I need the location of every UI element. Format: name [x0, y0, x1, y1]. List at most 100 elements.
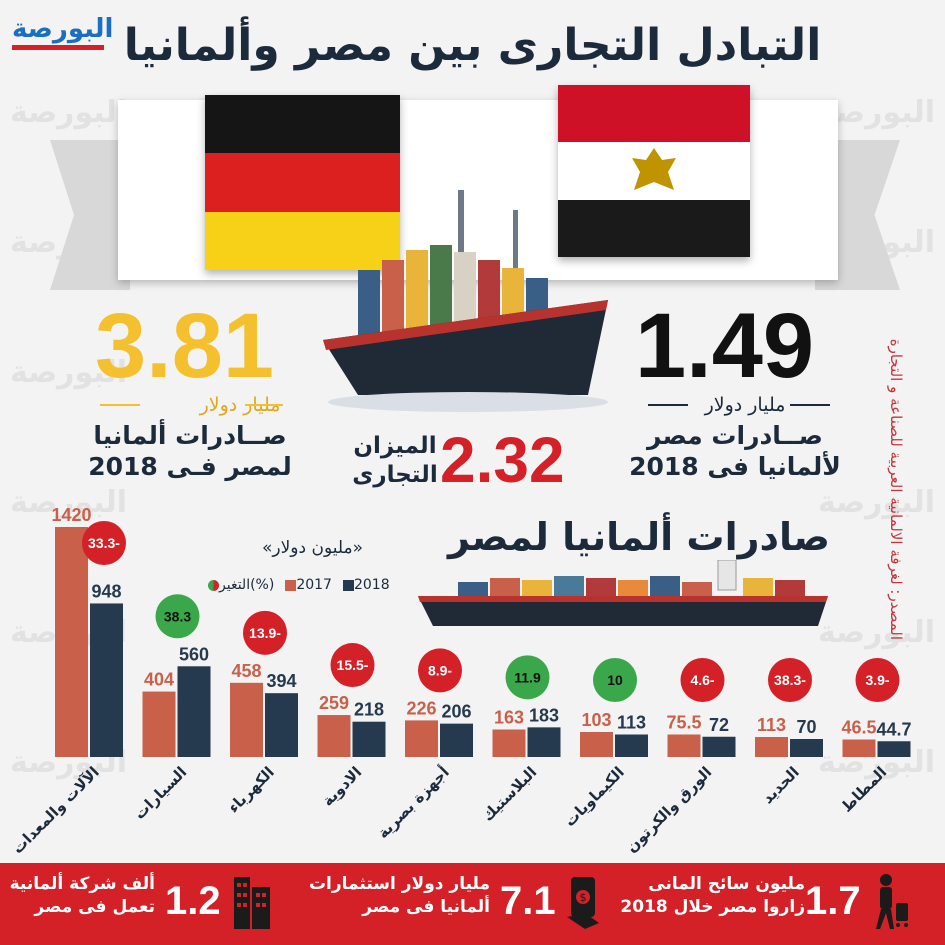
- change-label: 33.3-: [88, 535, 120, 551]
- germany-exports-unit: مليار دولار: [199, 394, 281, 416]
- egypt-flag: [558, 85, 750, 257]
- germany-exports-divider: [245, 404, 283, 406]
- data-label-2017: 259: [319, 693, 349, 713]
- germany-exports-desc-line1: صــادرات ألمانيا: [93, 421, 287, 450]
- trade-balance-value: 2.32: [440, 424, 565, 496]
- category-label: الادوية: [319, 763, 366, 810]
- change-down-badge: [243, 610, 287, 655]
- germany-exports-desc-line2: لمصر فـى 2018: [88, 452, 292, 482]
- investments-value: 7.1: [500, 879, 556, 923]
- companies-text: ألف شركة ألمانية تعمل فى مصر: [10, 873, 155, 919]
- legend-item-change: التغير(%): [205, 577, 274, 593]
- bar-2018: [527, 727, 561, 757]
- change-up-badge: [505, 655, 550, 700]
- egypt-exports-divider: [648, 404, 688, 406]
- data-label-2017: 75.5: [666, 713, 701, 733]
- bar-2018: [440, 723, 473, 757]
- logo: البورصة: [12, 14, 114, 44]
- chart-subtitle: «مليون دولار»: [262, 538, 364, 558]
- change-label: 15.5-: [337, 657, 369, 673]
- bar-2018: [702, 736, 736, 757]
- legend-label-2018: 2018: [353, 577, 390, 593]
- bar-2017: [317, 715, 351, 757]
- svg-text:$: $: [580, 891, 587, 904]
- change-down-badge: [855, 658, 900, 702]
- investments-text: مليار دولار استثمارات ألمانيا فى مصر: [309, 873, 490, 919]
- investments-line2: ألمانيا فى مصر: [362, 896, 490, 917]
- bar-2017: [755, 737, 788, 757]
- germany-exports-value: 3.81: [95, 295, 275, 397]
- data-label-2018: 948: [91, 581, 121, 601]
- trade-balance-label-line2: التجارى: [352, 461, 438, 488]
- change-down-badge: [82, 521, 126, 565]
- watermark: البورصة: [817, 615, 935, 650]
- germany-exports-divider: [100, 404, 140, 406]
- tourists-line2: زاروا مصر خلال 2018: [620, 896, 805, 917]
- bar-2018: [177, 666, 211, 757]
- watermark: البورصة: [10, 485, 128, 520]
- egypt-exports-desc-line2: لألمانيا فى 2018: [629, 452, 841, 482]
- footer-band: 1.2 ألف شركة ألمانية تعمل فى مصر 7.1 $ م…: [0, 863, 945, 945]
- bar-2018: [877, 741, 911, 757]
- chart-legend: التغير(%) 2017 2018: [205, 577, 390, 593]
- chart-title: صادرات ألمانيا لمصر: [448, 515, 830, 559]
- watermark: البورصة: [817, 745, 935, 780]
- companies-line2: تعمل فى مصر: [34, 896, 155, 917]
- bar-2017: [230, 682, 263, 757]
- change-label: 11.9: [514, 669, 541, 685]
- tourists-line1: مليون سائح المانى: [648, 874, 805, 894]
- change-label: 4.6-: [690, 672, 714, 688]
- category-label: الكيماويات: [561, 763, 628, 830]
- change-up-badge: [155, 594, 200, 639]
- change-label: 10: [607, 672, 623, 688]
- category-label: الحديد: [759, 763, 803, 807]
- category-label: الكهرباء: [224, 763, 278, 817]
- egypt-exports-divider: [790, 404, 830, 406]
- companies-line1: ألف شركة ألمانية: [9, 874, 155, 894]
- data-label-2017: 103: [581, 710, 611, 730]
- bar-2018: [265, 693, 298, 757]
- egypt-exports-desc: صــادرات مصر لألمانيا فى 2018: [620, 420, 850, 483]
- traveler-icon: [876, 874, 908, 929]
- category-label: المطاط: [838, 763, 891, 816]
- data-label-2018: 113: [617, 713, 646, 733]
- watermark: البورصة: [10, 355, 128, 390]
- change-label: 8.9-: [428, 662, 452, 678]
- bar-2017: [142, 691, 176, 757]
- category-label: البلاستيك: [479, 763, 541, 825]
- change-down-badge: [418, 648, 462, 693]
- bar-2017: [492, 729, 526, 757]
- bar-2017: [55, 527, 88, 757]
- change-label: 38.3-: [774, 672, 806, 688]
- data-label-2017: 113: [757, 715, 786, 735]
- trade-balance-label: الميزان التجارى: [345, 432, 445, 490]
- category-label: السيارات: [130, 763, 190, 823]
- bar-2017: [405, 720, 438, 757]
- data-label-2018: 206: [441, 702, 471, 722]
- data-label-2017: 404: [144, 670, 174, 690]
- change-down-badge: [330, 643, 375, 688]
- egypt-exports-desc-line1: صــادرات مصر: [647, 421, 823, 450]
- bar-2018: [615, 734, 648, 757]
- legend-label-change: التغير(%): [219, 577, 275, 593]
- money-hand-icon: $: [567, 877, 599, 929]
- data-label-2018: 183: [529, 705, 559, 725]
- category-label: أجهزة بصرية: [373, 762, 453, 842]
- data-label-2017: 226: [406, 698, 436, 718]
- bar-2018: [790, 739, 823, 757]
- bar-2017: [667, 734, 701, 757]
- tourists-value: 1.7: [805, 879, 861, 923]
- change-down-badge: [680, 658, 725, 702]
- bar-2018: [90, 603, 123, 757]
- watermark: البورصة: [817, 485, 935, 520]
- data-label-2018: 70: [796, 717, 816, 737]
- trade-balance-label-line1: الميزان: [353, 433, 437, 459]
- egypt-exports-unit: مليار دولار: [704, 394, 786, 416]
- data-label-2017: 46.5: [841, 718, 876, 738]
- page-title: التبادل التجارى بين مصر وألمانيا: [123, 20, 822, 71]
- bar-2018: [352, 721, 386, 757]
- eagle-emblem-icon: [632, 148, 676, 191]
- cargo-ship-illustration: [323, 190, 608, 412]
- change-label: 13.9-: [249, 625, 281, 641]
